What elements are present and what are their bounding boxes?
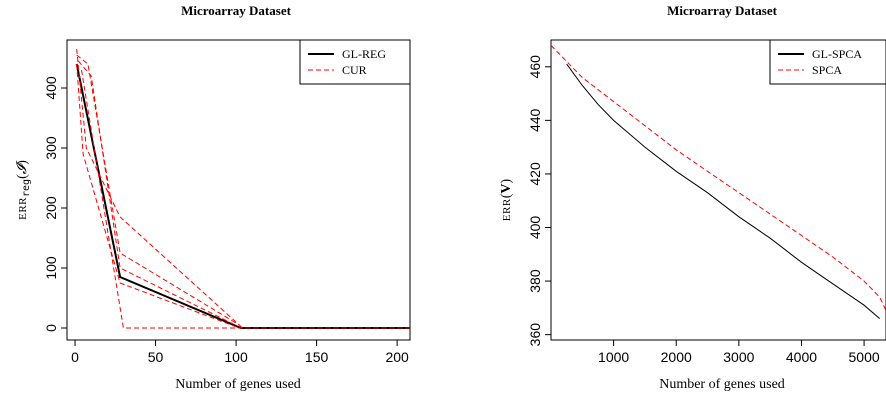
y-tick-label-left-2: 200 (43, 196, 59, 220)
x-tick-label-left-0: 0 (71, 349, 79, 365)
plot-frame-right (550, 39, 886, 341)
y-tick-label-left-4: 400 (43, 76, 59, 100)
series-line-right-0 (566, 63, 881, 319)
y-tick-label-right-5: 460 (527, 55, 543, 79)
x-tick-label-left-3: 150 (305, 349, 329, 365)
series-line-left-1 (76, 48, 410, 329)
legend-box-left (299, 39, 411, 85)
series-line-left-3 (77, 60, 238, 327)
legend-right: GL-SPCA SPCA (769, 39, 886, 85)
x-tick-label-left-4: 200 (385, 349, 409, 365)
x-tick-label-right-0: 1000 (598, 349, 629, 365)
x-axis-label-left: Number of genes used (175, 377, 301, 392)
plot-frame-left (66, 39, 411, 341)
legend-label-left-1: CUR (342, 63, 367, 77)
series-line-left-2 (76, 54, 240, 326)
y-tick-label-right-3: 420 (527, 162, 543, 186)
legend-label-left-0: GL-REG (342, 47, 386, 61)
x-tick-label-right-3: 4000 (786, 349, 817, 365)
legend-label-right-0: GL-SPCA (812, 47, 862, 61)
x-tick-label-right-2: 3000 (723, 349, 754, 365)
chart-right: Microarray Dataset 1000 2000 3000 4000 5000 3… (499, 3, 886, 392)
axis-ticks-right: 1000 2000 3000 4000 5000 360 380 400 420 440 460 (527, 55, 880, 365)
axis-ticks-left: 0 50 100 150 200 0 100 200 300 400 (43, 76, 409, 365)
x-tick-label-right-4: 5000 (849, 349, 880, 365)
series-line-right-1 (551, 45, 886, 311)
y-tick-label-left-3: 300 (43, 136, 59, 160)
svg-text:ERR(V): ERR(V) (499, 178, 514, 221)
x-tick-label-right-1: 2000 (661, 349, 692, 365)
y-tick-label-right-2: 400 (527, 216, 543, 240)
x-tick-label-left-2: 100 (224, 349, 248, 365)
y-axis-label-right: ERR(V) (499, 178, 514, 221)
y-tick-label-right-4: 440 (527, 108, 543, 132)
series-group-right (551, 45, 886, 319)
y-tick-label-right-0: 360 (527, 323, 543, 347)
x-tick-label-left-1: 50 (148, 349, 164, 365)
series-line-left-4 (76, 63, 237, 328)
legend-label-right-1: SPCA (812, 63, 842, 77)
chart-title-right: Microarray Dataset (667, 3, 778, 18)
y-axis-label-left: ERRreg(𝓘) (15, 160, 32, 220)
series-line-left-5 (81, 69, 410, 329)
chart-title-left: Microarray Dataset (181, 3, 292, 18)
svg-text:Number of genes used: Number of genes used (659, 377, 785, 392)
y-tick-label-left-1: 100 (43, 256, 59, 280)
legend-box-right (769, 39, 886, 85)
legend-left: GL-REG CUR (299, 39, 411, 85)
y-tick-label-left-0: 0 (43, 324, 59, 332)
series-group-left (75, 48, 410, 329)
x-axis-label-right: Number of genes used (659, 377, 785, 392)
y-tick-label-right-1: 380 (527, 269, 543, 293)
svg-text:ERRreg(𝓘): ERRreg(𝓘) (15, 160, 32, 220)
chart-left: Microarray Dataset 0 50 100 150 200 0 100 200 30… (15, 3, 411, 392)
svg-text:Number of genes used: Number of genes used (175, 377, 301, 392)
series-line-left-0 (75, 63, 410, 329)
